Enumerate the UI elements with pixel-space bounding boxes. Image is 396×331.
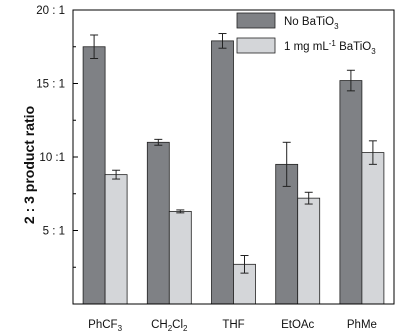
y-tick-label: 15 : 1 — [36, 79, 65, 91]
y-axis-title: 2 : 3 product ratio — [21, 106, 37, 224]
bar-batio3-ch2cl2 — [168, 210, 192, 305]
x-tick-label-etoac: EtOAc — [281, 319, 314, 331]
x-tick-label-phme: PhMe — [347, 319, 377, 331]
legend-label: 1 mg mL-1 BaTiO3 — [284, 39, 376, 56]
error-bars-group — [90, 33, 377, 274]
x-tick-label-phcf3: PhCF3 — [88, 319, 122, 331]
x-tick-label-thf: THF — [222, 319, 244, 331]
x-tick-label-ch2cl2: CH2Cl2 — [151, 319, 188, 331]
bar-batio3-phme — [361, 152, 385, 305]
plot-frame — [72, 9, 395, 305]
bar-batio3-phcf3 — [104, 174, 128, 305]
legend-swatch — [236, 37, 276, 54]
bar-no-batio3-phme — [339, 80, 363, 305]
y-tick-label: 20 : 1 — [36, 5, 65, 17]
bar-no-batio3-phcf3 — [82, 46, 106, 305]
axis-ticks: 5 : 1 10 :1 15 : 1 20 : 1 — [36, 5, 78, 268]
legend-swatch — [236, 12, 276, 29]
bar-batio3-etoac — [297, 197, 321, 305]
legend: No BaTiO3 1 mg mL-1 BaTiO3 — [236, 12, 376, 56]
y-tick-label: 10 :1 — [39, 152, 65, 164]
bars-group — [82, 40, 385, 305]
y-tick-label: 5 : 1 — [43, 226, 65, 238]
y-axis-title-group: 2 : 3 product ratio — [21, 106, 37, 224]
legend-label: No BaTiO3 — [284, 16, 339, 31]
x-tick-labels: PhCF3 CH2Cl2 THF EtOAc PhMe — [88, 319, 377, 331]
bar-no-batio3-ch2cl2 — [146, 141, 170, 305]
bar-no-batio3-thf — [211, 40, 234, 305]
